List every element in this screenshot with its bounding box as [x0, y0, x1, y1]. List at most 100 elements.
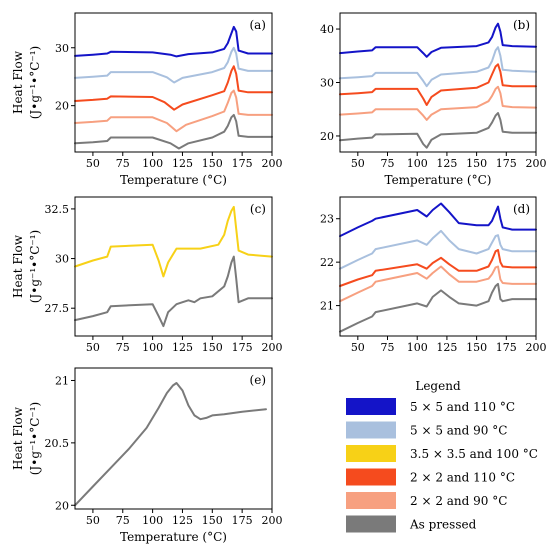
- panel-5: 50 75 100 125 150 175 200 20 20.5 21 (e) Temperatur…: [11, 367, 283, 544]
- panel-2-series-2x2-90: [339, 85, 537, 121]
- panel-4-ytick-label: 22: [320, 256, 334, 269]
- panel-4-series-5x5-110: [339, 202, 537, 238]
- panel-4-series-2x2-90: [339, 265, 537, 303]
- panel-3-ylabel-line1: Heat Flow: [11, 234, 25, 298]
- panel-1-series-2x2-90: [74, 89, 273, 133]
- panel-5-label: (e): [250, 373, 266, 387]
- legend-title: Legend: [415, 379, 461, 393]
- panel-3-ytick-label: 30: [55, 253, 69, 266]
- panel-2-xtick-label: 150: [466, 157, 487, 170]
- panel-3-frame: [74, 196, 273, 337]
- panel-2-label: (b): [513, 18, 530, 32]
- panel-4-ytick-label: 23: [320, 213, 334, 226]
- panel-3-label: (c): [250, 202, 266, 216]
- legend-swatch: [346, 421, 396, 439]
- panel-5-xtick-label: 125: [172, 514, 193, 527]
- panel-3-xtick-label: 200: [262, 341, 283, 354]
- panel-4-series-2x2-110: [339, 249, 537, 287]
- legend-entry-label: 2 × 2 and 110 °C: [410, 471, 515, 485]
- panel-2-xtick-label: 200: [526, 157, 547, 170]
- panel-3-xtick-label: 100: [142, 341, 163, 354]
- panel-1-ytick-label: 20: [55, 100, 69, 113]
- panel-2-xlabel: Temperature (°C): [385, 173, 492, 187]
- panel-4-series-as-pressed: [339, 282, 537, 333]
- panel-3-ylabel-line2: (J•g⁻¹•°C⁻¹): [28, 230, 42, 303]
- panel-5-ytick-label: 21: [55, 374, 69, 387]
- panel-4-series-5x5-90: [339, 229, 537, 270]
- panel-1-frame: [74, 12, 273, 153]
- panel-1-ytick-label: 30: [55, 42, 69, 55]
- panel-1-xtick-label: 100: [142, 157, 163, 170]
- panel-4-xtick-label: 50: [351, 341, 365, 354]
- panel-4-xtick-label: 150: [466, 341, 487, 354]
- panel-3-ytick-label: 27.5: [45, 302, 70, 315]
- panel-1-xtick-label: 75: [116, 157, 130, 170]
- panel-1: 50 75 100 125 150 175 200 20 30 (a) Temperature (°…: [11, 12, 283, 187]
- panel-5-series-as-pressed: [74, 382, 267, 507]
- legend-entry-label: 3.5 × 3.5 and 100 °C: [410, 447, 538, 461]
- panel-1-series-2x2-110: [74, 65, 273, 111]
- panel-3-xtick-label: 125: [172, 341, 193, 354]
- panel-2-series-as-pressed: [339, 112, 537, 149]
- panel-2-series-2x2-110: [339, 63, 537, 106]
- panel-5-xlabel: Temperature (°C): [120, 530, 227, 544]
- panel-1-xtick-label: 125: [172, 157, 193, 170]
- panel-1-label: (a): [249, 18, 266, 32]
- panel-3-series-as-pressed: [74, 255, 273, 328]
- panel-1-series-5x5-110: [74, 25, 273, 58]
- panel-5-xtick-label: 200: [262, 514, 283, 527]
- panel-1-series-as-pressed: [74, 113, 273, 150]
- panel-3-series-3-5x3-5-100: [74, 205, 273, 278]
- panel-1-ylabel-line1: Heat Flow: [11, 50, 25, 114]
- panel-3-xtick-label: 150: [202, 341, 223, 354]
- panel-1-ylabel-line2: (J•g⁻¹•°C⁻¹): [28, 46, 42, 119]
- legend-entry-label: 5 × 5 and 110 °C: [410, 400, 515, 414]
- panel-4-ytick-label: 21: [320, 300, 334, 313]
- panel-4-xtick-label: 175: [496, 341, 517, 354]
- panel-3-xtick-label: 175: [232, 341, 253, 354]
- panel-3-ytick-label: 32.5: [45, 203, 70, 216]
- panel-2-xtick-label: 125: [436, 157, 457, 170]
- legend-entry-label: 2 × 2 and 90 °C: [410, 494, 507, 508]
- panel-2-xtick-label: 50: [351, 157, 365, 170]
- legend-swatch: [346, 468, 396, 486]
- legend-entry-label: As pressed: [409, 518, 477, 532]
- panel-1-xtick-label: 150: [202, 157, 223, 170]
- panel-4-xtick-label: 125: [436, 341, 457, 354]
- panel-2-ytick-label: 30: [320, 77, 334, 90]
- panel-2-series-5x5-110: [339, 22, 537, 58]
- panel-3-xtick-label: 50: [86, 341, 100, 354]
- panel-2-xtick-label: 75: [381, 157, 395, 170]
- panel-5-ylabel-line2: (J•g⁻¹•°C⁻¹): [28, 402, 42, 475]
- legend-swatch: [346, 492, 396, 509]
- panel-4-xtick-label: 200: [526, 341, 547, 354]
- panel-2-xtick-label: 175: [496, 157, 517, 170]
- panel-4-frame: [339, 196, 537, 337]
- panel-2-ytick-label: 40: [320, 23, 334, 36]
- panel-1-xtick-label: 50: [86, 157, 100, 170]
- panel-5-xtick-label: 100: [142, 514, 163, 527]
- panel-2-ytick-label: 20: [320, 130, 334, 143]
- panel-2: 50 75 100 125 150 175 200 20 30 40 (b) Temperature …: [320, 12, 547, 187]
- panel-2-xtick-label: 100: [407, 157, 428, 170]
- legend: Legend 5 × 5 and 110 °C 5 × 5 and 90 °C 3.5…: [346, 379, 538, 533]
- panel-4: 50 75 100 125 150 175 200 21 22 23 (d): [320, 196, 547, 354]
- legend-swatch: [346, 445, 396, 462]
- panel-5-ytick-label: 20.5: [45, 437, 70, 450]
- panel-1-series-5x5-90: [74, 46, 273, 84]
- panel-1-xtick-label: 175: [232, 157, 253, 170]
- panel-3-xtick-label: 75: [116, 341, 130, 354]
- panel-4-xtick-label: 100: [407, 341, 428, 354]
- panel-5-xtick-label: 150: [202, 514, 223, 527]
- legend-swatch: [346, 515, 396, 533]
- panel-2-series-5x5-90: [339, 46, 537, 88]
- panel-5-frame: [74, 367, 273, 510]
- legend-swatch: [346, 398, 396, 415]
- panel-5-ylabel-line1: Heat Flow: [11, 406, 25, 470]
- panel-4-label: (d): [513, 202, 530, 216]
- panel-1-xlabel: Temperature (°C): [120, 173, 227, 187]
- legend-entry-label: 5 × 5 and 90 °C: [410, 424, 507, 438]
- panel-1-xtick-label: 200: [262, 157, 283, 170]
- panel-5-xtick-label: 175: [232, 514, 253, 527]
